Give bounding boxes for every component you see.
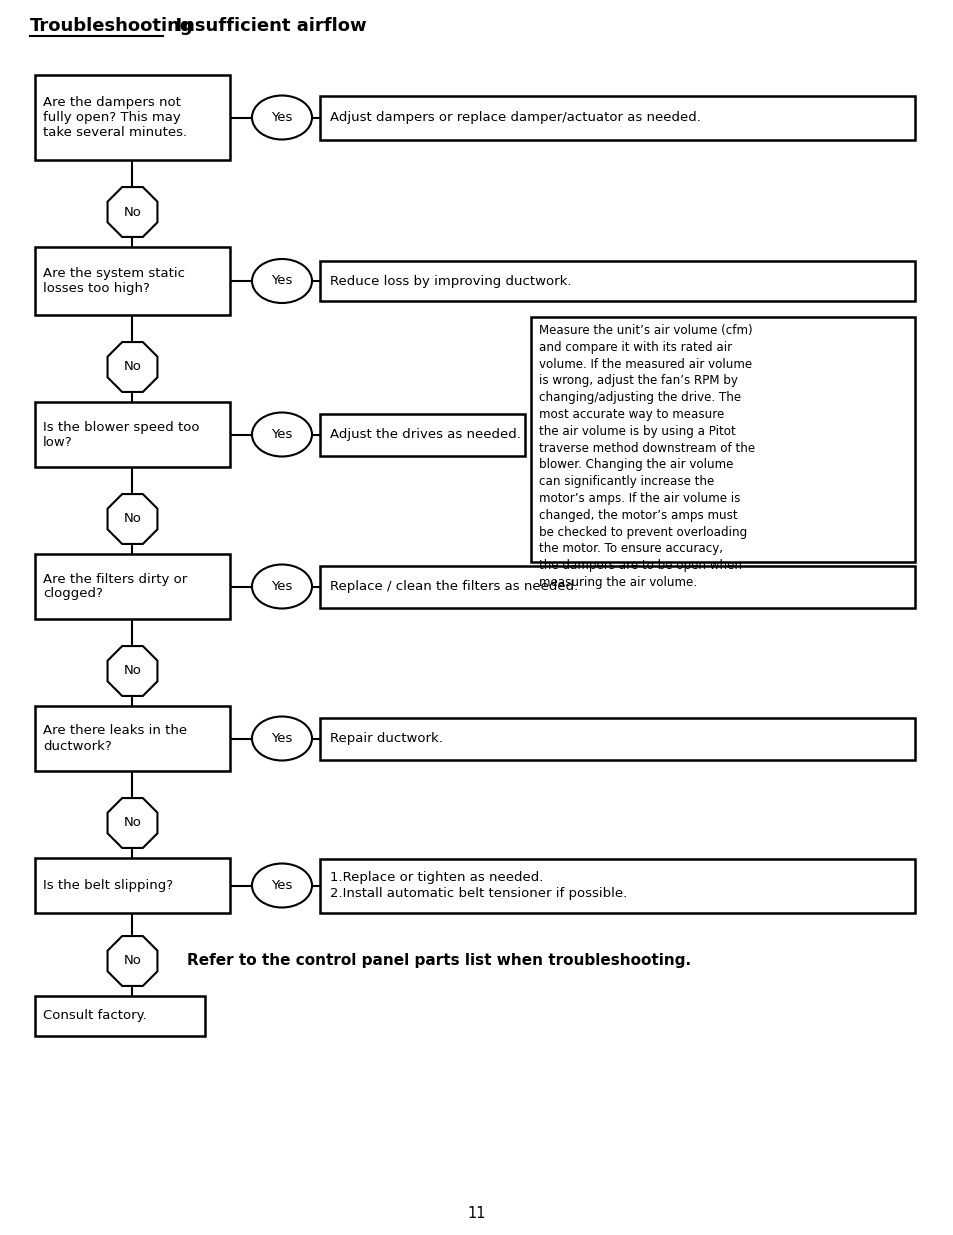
Ellipse shape xyxy=(252,863,312,908)
Ellipse shape xyxy=(252,564,312,609)
Text: Measure the unit’s air volume (cfm)
and compare it with its rated air
volume. If: Measure the unit’s air volume (cfm) and … xyxy=(538,324,755,589)
Ellipse shape xyxy=(252,716,312,761)
Polygon shape xyxy=(108,646,157,697)
Polygon shape xyxy=(108,342,157,391)
Polygon shape xyxy=(108,936,157,986)
FancyBboxPatch shape xyxy=(319,95,914,140)
Text: Yes: Yes xyxy=(271,274,293,288)
Text: Replace / clean the filters as needed.: Replace / clean the filters as needed. xyxy=(330,580,578,593)
Polygon shape xyxy=(108,798,157,848)
Text: Reduce loss by improving ductwork.: Reduce loss by improving ductwork. xyxy=(330,274,571,288)
Text: Consult factory.: Consult factory. xyxy=(43,1009,147,1023)
Text: Troubleshooting: Troubleshooting xyxy=(30,17,193,35)
Text: 1.Replace or tighten as needed.
2.Install automatic belt tensioner if possible.: 1.Replace or tighten as needed. 2.Instal… xyxy=(330,872,626,899)
FancyBboxPatch shape xyxy=(35,995,205,1036)
Text: Insufficient airflow: Insufficient airflow xyxy=(163,17,366,35)
Ellipse shape xyxy=(252,95,312,140)
FancyBboxPatch shape xyxy=(319,718,914,760)
FancyBboxPatch shape xyxy=(319,261,914,301)
Text: Adjust dampers or replace damper/actuator as needed.: Adjust dampers or replace damper/actuato… xyxy=(330,111,700,124)
Text: Are the filters dirty or
clogged?: Are the filters dirty or clogged? xyxy=(43,573,187,600)
Text: No: No xyxy=(124,205,141,219)
Text: Are the system static
losses too high?: Are the system static losses too high? xyxy=(43,267,185,295)
Text: Are there leaks in the
ductwork?: Are there leaks in the ductwork? xyxy=(43,725,187,752)
Text: 11: 11 xyxy=(467,1205,486,1220)
Text: Yes: Yes xyxy=(271,111,293,124)
Ellipse shape xyxy=(252,259,312,303)
Text: Is the blower speed too
low?: Is the blower speed too low? xyxy=(43,420,199,448)
FancyBboxPatch shape xyxy=(319,858,914,913)
Text: No: No xyxy=(124,816,141,830)
Text: Are the dampers not
fully open? This may
take several minutes.: Are the dampers not fully open? This may… xyxy=(43,96,187,140)
FancyBboxPatch shape xyxy=(319,566,914,608)
Text: Yes: Yes xyxy=(271,732,293,745)
FancyBboxPatch shape xyxy=(319,414,524,456)
Text: Refer to the control panel parts list when troubleshooting.: Refer to the control panel parts list wh… xyxy=(188,953,691,968)
Text: Yes: Yes xyxy=(271,429,293,441)
FancyBboxPatch shape xyxy=(35,858,230,913)
FancyBboxPatch shape xyxy=(531,317,914,562)
Text: Is the belt slipping?: Is the belt slipping? xyxy=(43,879,172,892)
Text: Adjust the drives as needed.: Adjust the drives as needed. xyxy=(330,429,520,441)
FancyBboxPatch shape xyxy=(35,706,230,771)
FancyBboxPatch shape xyxy=(35,247,230,315)
Text: Repair ductwork.: Repair ductwork. xyxy=(330,732,442,745)
Text: Yes: Yes xyxy=(271,580,293,593)
Text: No: No xyxy=(124,664,141,678)
FancyBboxPatch shape xyxy=(35,555,230,619)
FancyBboxPatch shape xyxy=(35,403,230,467)
Ellipse shape xyxy=(252,412,312,457)
Text: No: No xyxy=(124,361,141,373)
Text: No: No xyxy=(124,513,141,526)
Text: No: No xyxy=(124,955,141,967)
Polygon shape xyxy=(108,494,157,543)
Polygon shape xyxy=(108,186,157,237)
Text: Yes: Yes xyxy=(271,879,293,892)
FancyBboxPatch shape xyxy=(35,75,230,161)
